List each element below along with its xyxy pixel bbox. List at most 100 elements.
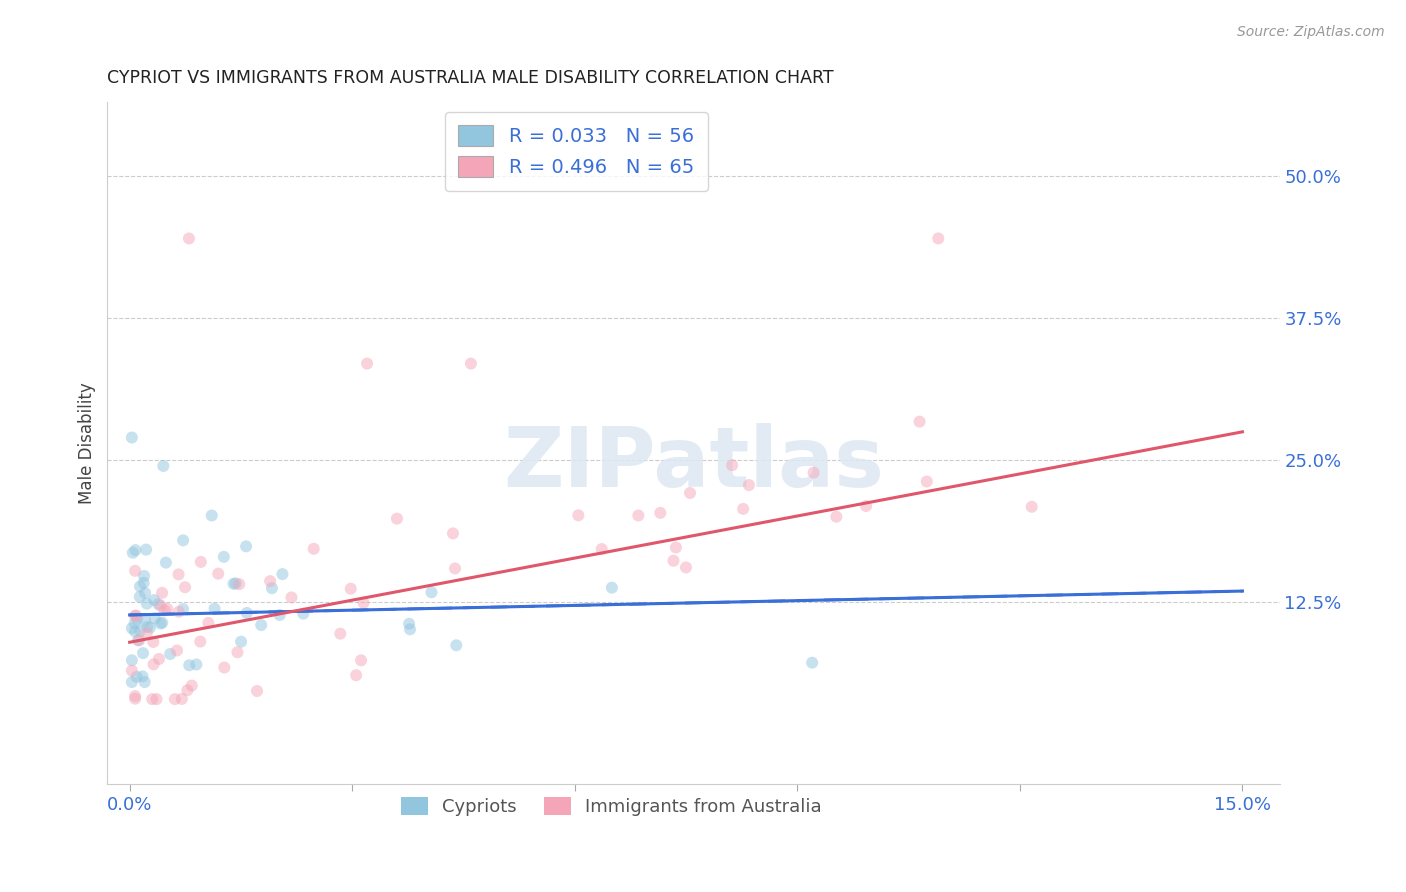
- Point: [190, 555, 212, 569]
- Point: [121, 546, 143, 560]
- Point: [152, 458, 174, 473]
- Point: [398, 616, 420, 631]
- Point: [179, 658, 201, 673]
- Point: [259, 574, 281, 588]
- Point: [226, 645, 249, 659]
- Point: [142, 635, 165, 649]
- Point: [721, 458, 744, 472]
- Point: [128, 590, 150, 604]
- Point: [567, 508, 589, 523]
- Point: [127, 612, 149, 626]
- Point: [1021, 500, 1043, 514]
- Point: [149, 599, 172, 613]
- Point: [344, 668, 367, 682]
- Point: [212, 549, 235, 564]
- Point: [172, 602, 194, 616]
- Point: [441, 526, 464, 541]
- Point: [149, 616, 172, 631]
- Point: [136, 620, 159, 634]
- Point: [204, 601, 226, 615]
- Point: [679, 486, 702, 500]
- Point: [124, 564, 146, 578]
- Point: [148, 597, 170, 611]
- Text: ZIPatlas: ZIPatlas: [503, 423, 884, 504]
- Point: [174, 580, 197, 594]
- Point: [738, 478, 761, 492]
- Point: [142, 657, 165, 672]
- Point: [250, 618, 273, 632]
- Point: [134, 586, 156, 600]
- Point: [124, 616, 146, 631]
- Point: [733, 502, 755, 516]
- Point: [167, 605, 190, 619]
- Point: [139, 620, 162, 634]
- Point: [177, 231, 200, 245]
- Point: [166, 643, 188, 657]
- Point: [163, 692, 186, 706]
- Point: [150, 615, 173, 630]
- Point: [235, 539, 257, 553]
- Point: [121, 675, 143, 690]
- Point: [662, 554, 685, 568]
- Text: Source: ZipAtlas.com: Source: ZipAtlas.com: [1237, 25, 1385, 39]
- Point: [803, 466, 825, 480]
- Point: [280, 591, 302, 605]
- Point: [153, 603, 176, 617]
- Point: [172, 533, 194, 548]
- Point: [855, 499, 877, 513]
- Point: [132, 569, 155, 583]
- Point: [135, 542, 157, 557]
- Point: [121, 430, 143, 444]
- Point: [131, 669, 153, 683]
- Point: [155, 556, 177, 570]
- Text: CYPRIOT VS IMMIGRANTS FROM AUSTRALIA MALE DISABILITY CORRELATION CHART: CYPRIOT VS IMMIGRANTS FROM AUSTRALIA MAL…: [107, 69, 834, 87]
- Point: [339, 582, 361, 596]
- Point: [825, 509, 848, 524]
- Point: [141, 692, 163, 706]
- Point: [129, 624, 152, 638]
- Point: [222, 576, 245, 591]
- Point: [159, 647, 181, 661]
- Point: [444, 561, 467, 575]
- Point: [591, 542, 613, 557]
- Point: [915, 475, 938, 489]
- Point: [176, 683, 198, 698]
- Point: [124, 543, 146, 558]
- Point: [143, 611, 166, 625]
- Point: [134, 613, 156, 627]
- Point: [145, 692, 167, 706]
- Point: [132, 575, 155, 590]
- Point: [134, 675, 156, 690]
- Point: [350, 653, 373, 667]
- Point: [186, 657, 208, 672]
- Point: [180, 679, 202, 693]
- Point: [801, 656, 824, 670]
- Point: [197, 615, 219, 630]
- Point: [129, 579, 152, 593]
- Point: [156, 602, 179, 616]
- Point: [150, 586, 173, 600]
- Point: [665, 541, 688, 555]
- Point: [927, 231, 949, 245]
- Point: [128, 633, 150, 648]
- Point: [167, 567, 190, 582]
- Point: [385, 511, 408, 525]
- Point: [225, 576, 247, 591]
- Point: [207, 566, 229, 581]
- Point: [446, 638, 468, 652]
- Point: [127, 633, 149, 648]
- Point: [353, 596, 375, 610]
- Point: [302, 541, 325, 556]
- Point: [121, 664, 143, 678]
- Point: [269, 607, 291, 622]
- Point: [124, 691, 146, 706]
- Point: [627, 508, 650, 523]
- Point: [460, 357, 482, 371]
- Point: [124, 608, 146, 623]
- Point: [650, 506, 672, 520]
- Point: [135, 626, 157, 640]
- Point: [125, 670, 148, 684]
- Point: [132, 646, 155, 660]
- Point: [399, 623, 422, 637]
- Point: [125, 608, 148, 623]
